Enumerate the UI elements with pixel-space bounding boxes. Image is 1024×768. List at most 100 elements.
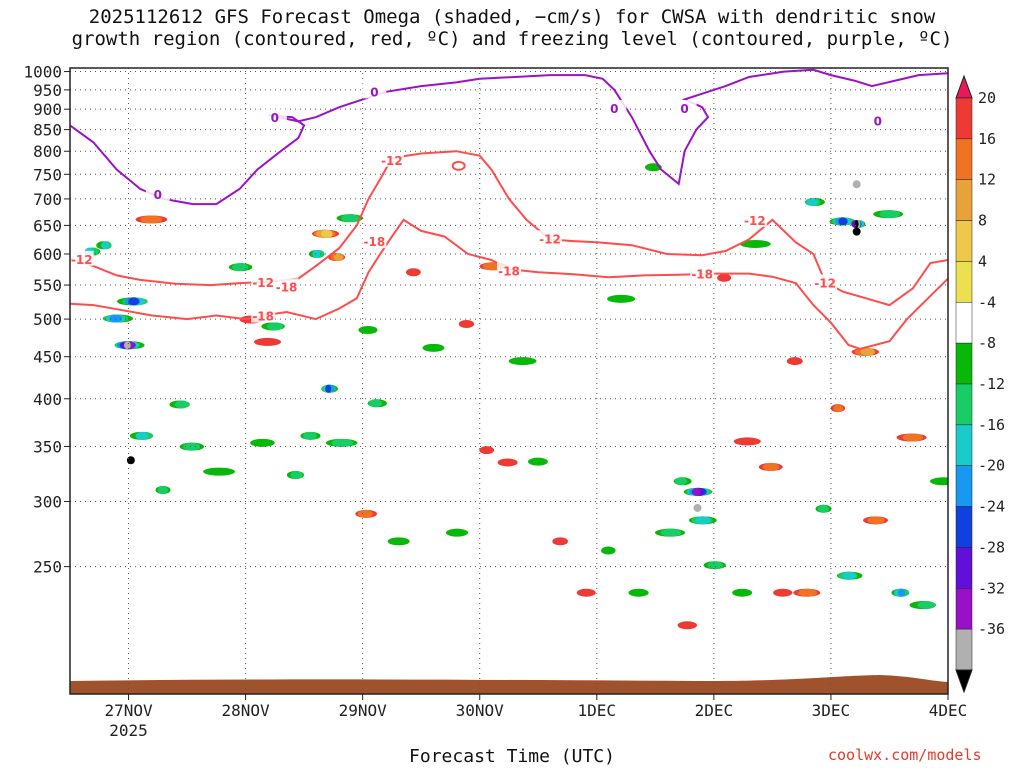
colorbar-swatch (955, 424, 973, 466)
rising-motion-cell (368, 399, 382, 408)
y-tick-label: 300 (33, 493, 62, 512)
contour-label-bg (865, 112, 890, 128)
rising-motion-cell (929, 477, 948, 486)
y-tick-label: 700 (33, 190, 62, 209)
omega-core-cell (852, 180, 861, 189)
sinking-motion-cell (798, 588, 817, 597)
colorbar-top-arrow (955, 74, 973, 99)
contour-label: -18 (498, 264, 520, 278)
rising-motion-cell (628, 588, 649, 597)
rising-motion-cell (660, 528, 682, 537)
rising-motion-cell (325, 384, 332, 393)
x-tick-label: 29NOV (339, 701, 388, 720)
contour-label: 0 (874, 114, 882, 128)
rising-motion-cell (331, 438, 354, 447)
contour-label: 0 (154, 188, 162, 202)
rising-motion-cell (101, 241, 110, 250)
rising-motion-cell (508, 357, 537, 366)
chart-title: 2025112612 GFS Forecast Omega (shaded, −… (71, 6, 953, 50)
omega-field (84, 163, 948, 630)
sinking-motion-cell (497, 458, 518, 467)
contour-freezing-level (69, 68, 949, 206)
x-tick-label: 2DEC (695, 701, 734, 720)
contour-label: 0 (271, 111, 279, 125)
y-tick-label: 750 (33, 165, 62, 184)
contour-label-bg (69, 250, 94, 266)
colorbar-label: -36 (978, 620, 1005, 638)
contour-label-bg (602, 99, 627, 115)
rising-motion-cell (601, 546, 616, 555)
rising-motion-cell (707, 561, 723, 570)
contour-label: -12 (539, 232, 561, 246)
colorbar-swatch (955, 220, 973, 262)
sinking-motion-cell (321, 229, 333, 238)
sinking-motion-cell (762, 462, 780, 471)
colorbar-swatch (955, 547, 973, 589)
rising-motion-cell (739, 239, 771, 248)
rising-motion-cell (674, 477, 688, 486)
contour-label: 0 (610, 102, 618, 116)
contour-label: -12 (744, 214, 766, 228)
contour-label-bg (813, 274, 838, 290)
y-tick-label: 900 (33, 100, 62, 119)
contour-label-bg (145, 185, 170, 201)
rising-motion-cell (422, 343, 445, 352)
colorbar-swatch (955, 97, 973, 140)
rising-motion-cell (879, 210, 901, 219)
rising-motion-cell (302, 431, 317, 440)
sinking-motion-cell (479, 446, 495, 455)
contour-label: -18 (276, 280, 298, 294)
contour-label-bg (379, 151, 404, 167)
contour-label: -18 (364, 235, 386, 249)
contour-label: -12 (252, 276, 274, 290)
y-tick-label: 950 (33, 81, 62, 100)
rising-motion-cell (358, 325, 378, 334)
sinking-motion-cell (357, 509, 373, 518)
colorbar-label: 12 (978, 171, 996, 189)
colorbar-label: -16 (978, 416, 1005, 434)
rising-motion-cell (897, 588, 906, 597)
colorbar-swatch (955, 465, 973, 507)
x-tick-label: 27NOV (104, 701, 153, 720)
contour-label-bg (251, 273, 276, 289)
credit-link[interactable]: coolwx.com/models (828, 746, 982, 764)
sinking-motion-cell (253, 337, 282, 346)
sinking-motion-cell (552, 537, 569, 546)
rising-motion-cell (290, 471, 303, 480)
colorbar-label: -20 (978, 457, 1005, 475)
contour-label-bg (742, 211, 767, 227)
rising-motion-cell (387, 537, 410, 546)
x-tick-label: 3DEC (812, 701, 851, 720)
rising-motion-cell (109, 314, 123, 323)
rising-motion-cell (838, 217, 848, 226)
sinking-motion-cell (733, 437, 761, 446)
y-tick-label: 550 (33, 276, 62, 295)
contour-label: -18 (252, 310, 274, 324)
contour-label-bg (672, 99, 697, 115)
grid (70, 68, 949, 694)
rising-motion-cell (527, 457, 548, 466)
y-tick-label: 500 (33, 310, 62, 329)
sinking-motion-cell (677, 621, 698, 630)
sinking-motion-cell (576, 588, 596, 597)
colorbar-label: -12 (978, 375, 1005, 393)
terrain-strip (70, 675, 948, 694)
rising-motion-cell (123, 341, 131, 350)
colorbar-swatch (955, 383, 973, 426)
colorbar-label: -32 (978, 579, 1005, 597)
colorbar-swatch (955, 261, 973, 303)
colorbar-label: -24 (978, 498, 1005, 516)
rising-motion-cell (732, 588, 753, 597)
colorbar-swatch (955, 588, 973, 630)
contour-label: -12 (814, 276, 836, 290)
contour-label-bg (274, 278, 299, 294)
x-year-label: 2025 (109, 721, 148, 740)
sinking-motion-cell (482, 262, 502, 271)
rising-motion-cell (695, 516, 711, 525)
colorbar-swatch (955, 138, 973, 180)
contours (69, 68, 949, 350)
omega-core-cell (852, 227, 861, 236)
plot-frame (69, 67, 949, 695)
contour-minus12 (69, 150, 949, 307)
sinking-motion-cell (833, 404, 844, 413)
